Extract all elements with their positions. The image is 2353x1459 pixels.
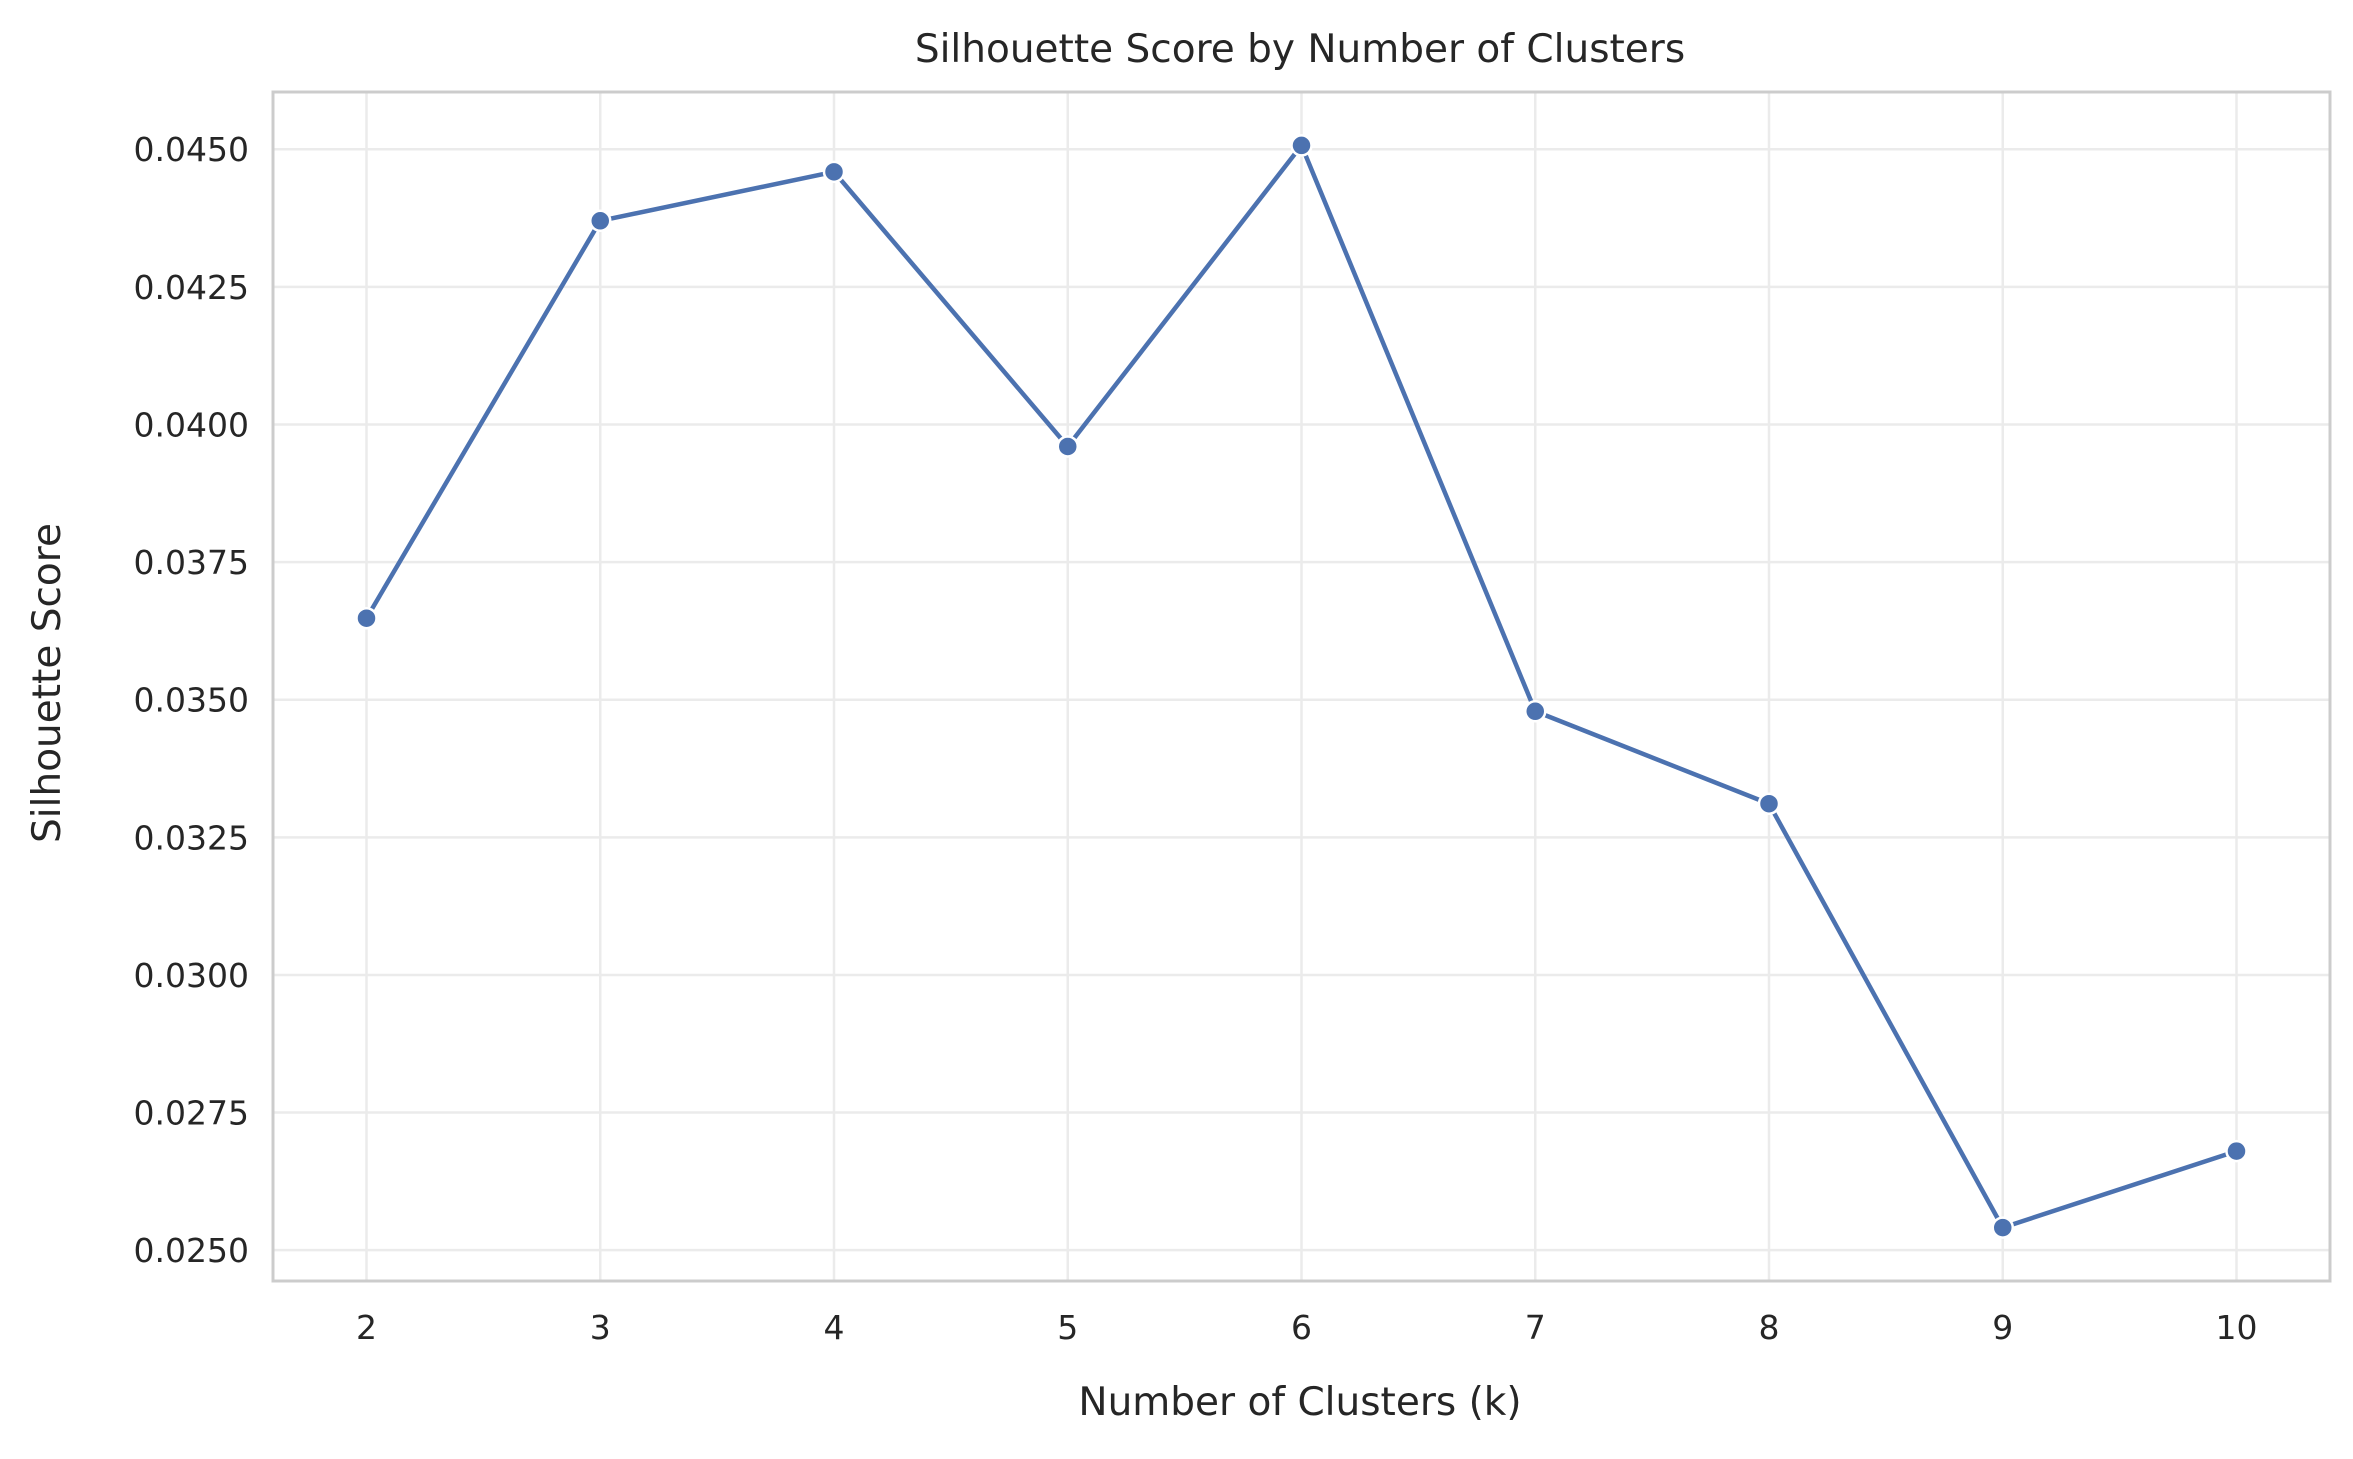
y-tick-label: 0.0450 bbox=[134, 130, 249, 169]
data-point bbox=[1056, 435, 1079, 458]
data-point bbox=[589, 209, 612, 233]
data-point bbox=[2225, 1139, 2248, 1163]
x-axis-ticks: 2 3 4 5 6 7 8 9 10 bbox=[356, 1308, 2258, 1347]
y-tick-label: 0.0375 bbox=[134, 543, 249, 582]
series-layer bbox=[355, 134, 2248, 1239]
chart-title: Silhouette Score by Number of Clusters bbox=[915, 27, 1685, 72]
x-tick-label: 5 bbox=[1057, 1308, 1078, 1347]
x-tick-label: 8 bbox=[1759, 1308, 1780, 1347]
grid bbox=[273, 92, 2330, 1281]
y-tick-label: 0.0425 bbox=[134, 268, 249, 307]
x-tick-label: 4 bbox=[824, 1308, 845, 1347]
y-tick-label: 0.0300 bbox=[134, 956, 249, 995]
x-tick-label: 9 bbox=[1992, 1308, 2013, 1347]
data-point bbox=[1991, 1216, 2014, 1239]
x-tick-label: 6 bbox=[1291, 1308, 1312, 1347]
y-axis-label: Silhouette Score bbox=[25, 523, 70, 843]
data-point bbox=[822, 160, 846, 184]
plot-frame bbox=[271, 90, 2332, 1283]
data-point bbox=[1757, 792, 1781, 815]
x-tick-label: 10 bbox=[2216, 1308, 2258, 1347]
x-tick-label: 7 bbox=[1525, 1308, 1546, 1347]
y-tick-label: 0.0250 bbox=[134, 1231, 249, 1270]
y-axis-ticks: 0.0250 0.0275 0.0300 0.0325 0.0350 0.0375 0.04… bbox=[134, 130, 249, 1270]
x-tick-label: 2 bbox=[356, 1308, 377, 1347]
x-tick-label: 3 bbox=[590, 1308, 611, 1347]
x-axis-label: Number of Clusters (k) bbox=[1078, 1380, 1521, 1425]
data-point bbox=[1290, 134, 1313, 157]
y-tick-label: 0.0275 bbox=[134, 1094, 249, 1133]
data-point bbox=[355, 606, 378, 630]
data-point bbox=[1524, 700, 1547, 723]
y-tick-label: 0.0350 bbox=[134, 681, 249, 720]
y-tick-label: 0.0400 bbox=[134, 405, 249, 444]
y-tick-label: 0.0325 bbox=[134, 818, 249, 857]
